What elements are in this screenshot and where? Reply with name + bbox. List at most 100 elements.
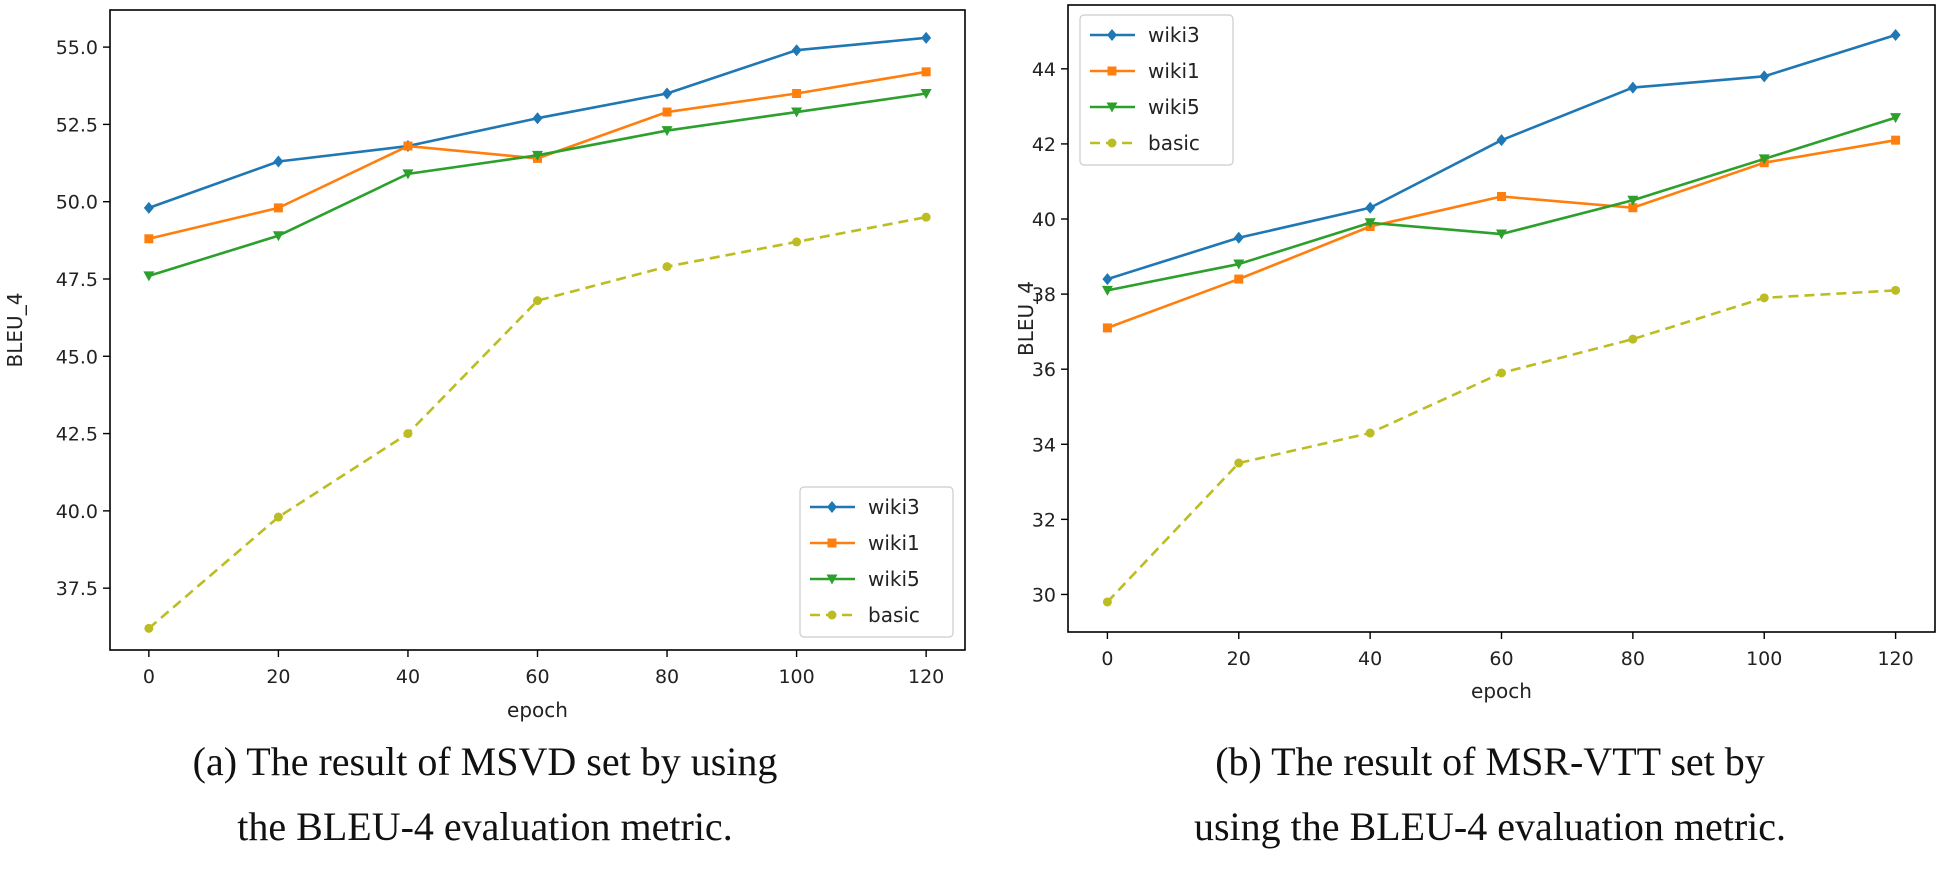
legend: wiki3 wiki1 wiki5 basic: [1079, 14, 1234, 166]
legend-marker-wiki1: [1107, 66, 1117, 76]
y-tick-label: 52.5: [56, 114, 98, 136]
x-tick-label: 80: [1621, 648, 1645, 670]
data-point-basic: [1891, 285, 1901, 295]
y-tick-label: 50.0: [56, 192, 98, 214]
series-basic: [144, 212, 931, 633]
caption-line-2: the BLEU-4 evaluation metric.: [237, 804, 732, 849]
data-point-wiki3: [1233, 231, 1244, 244]
legend-marker-wiki1: [827, 538, 837, 548]
data-point-basic: [273, 512, 283, 522]
data-point-wiki5: [791, 107, 803, 118]
data-point-wiki1: [1497, 191, 1506, 201]
data-point-wiki3: [1496, 134, 1507, 147]
y-tick-label: 42.5: [56, 424, 98, 446]
series-wiki5: [1101, 113, 1902, 296]
x-tick-label: 100: [1746, 648, 1782, 670]
legend-marker-basic: [827, 610, 837, 620]
legend: wiki3 wiki1 wiki5 basic: [799, 486, 954, 638]
data-point-wiki3: [1102, 273, 1113, 286]
x-tick-label: 120: [1877, 648, 1913, 670]
data-point-wiki5: [1233, 259, 1245, 270]
data-point-wiki3: [143, 201, 154, 214]
x-tick-label: 0: [1101, 648, 1113, 670]
data-point-wiki3: [1890, 29, 1901, 42]
y-tick-label: 37.5: [56, 578, 98, 600]
y-tick-label: 36: [1032, 359, 1056, 381]
data-point-wiki5: [272, 231, 284, 242]
legend-marker-wiki5: [1106, 102, 1118, 113]
data-point-wiki5: [1101, 285, 1113, 296]
chart-b: 0 20 40 60 80 100 120 30 32 34 36 38 40 42 44 epoch BLEU…: [1014, 4, 1936, 849]
data-point-wiki3: [791, 44, 802, 57]
y-tick-label: 32: [1032, 509, 1056, 531]
y-tick-label: 40.0: [56, 501, 98, 523]
data-point-wiki1: [1102, 323, 1112, 333]
series-wiki5: [143, 88, 932, 282]
data-point-wiki5: [1758, 154, 1770, 165]
x-tick-label: 80: [655, 666, 679, 688]
caption-line-2: using the BLEU-4 evaluation metric.: [1194, 804, 1786, 849]
data-point-basic: [1365, 428, 1375, 438]
y-tick-label: 38: [1032, 284, 1056, 306]
data-point-wiki3: [1759, 70, 1770, 83]
data-point-wiki1: [792, 88, 802, 98]
legend-label-wiki5: wiki5: [1148, 95, 1200, 119]
data-point-wiki1: [1628, 203, 1638, 213]
data-point-wiki1: [403, 141, 413, 151]
y-tick-label: 47.5: [56, 269, 98, 291]
data-point-wiki5: [143, 271, 155, 282]
data-point-basic: [792, 237, 802, 247]
legend-label-wiki3: wiki3: [868, 495, 920, 519]
x-tick-label: 120: [908, 666, 944, 688]
series-wiki3: [1102, 29, 1901, 286]
data-point-wiki1: [1891, 135, 1901, 145]
data-point-wiki5: [532, 150, 543, 161]
data-point-wiki5: [1496, 229, 1507, 240]
x-tick-label: 60: [525, 666, 549, 688]
data-point-wiki5: [920, 88, 932, 99]
data-point-basic: [662, 262, 672, 272]
data-point-basic: [533, 296, 542, 306]
data-point-wiki1: [144, 234, 154, 244]
x-axis-label: epoch: [1471, 679, 1532, 703]
series-basic: [1102, 285, 1901, 607]
legend-label-wiki1: wiki1: [868, 531, 920, 555]
legend-label-basic: basic: [1148, 131, 1200, 155]
x-tick-label: 100: [778, 666, 814, 688]
data-point-wiki3: [1365, 201, 1376, 214]
series-wiki3: [143, 31, 932, 214]
data-point-wiki5: [1627, 195, 1639, 206]
y-tick-label: 34: [1032, 434, 1056, 456]
x-tick-label: 40: [1358, 648, 1382, 670]
data-point-wiki3: [662, 87, 673, 100]
data-point-wiki5: [1364, 218, 1376, 229]
data-point-wiki5: [1890, 113, 1902, 124]
data-point-basic: [403, 429, 413, 439]
x-tick-label: 60: [1489, 648, 1513, 670]
chart-a: 0 20 40 60 80 100 120 37.5 40.0 42.5 45.0 47.5 50.0 5…: [3, 9, 966, 849]
series-line-basic: [1106, 289, 1896, 603]
y-tick-label: 45.0: [56, 346, 98, 368]
y-tick-label: 42: [1032, 134, 1056, 156]
data-point-basic: [921, 212, 931, 222]
data-point-wiki5: [402, 169, 414, 180]
data-point-wiki3: [921, 31, 932, 44]
caption-line-1: (b) The result of MSR-VTT set by: [1215, 739, 1765, 784]
x-tick-label: 20: [266, 666, 290, 688]
y-axis-label: BLEU_4: [3, 293, 27, 368]
data-point-wiki5: [661, 126, 673, 137]
legend-label-basic: basic: [868, 603, 920, 627]
data-point-wiki1: [921, 67, 931, 77]
data-point-wiki1: [662, 107, 672, 117]
y-tick-label: 30: [1032, 584, 1056, 606]
legend-box: [1079, 14, 1234, 166]
legend-marker-wiki5: [826, 574, 838, 585]
data-point-basic: [1759, 293, 1769, 303]
data-point-wiki1: [1234, 274, 1244, 284]
x-axis-label: epoch: [507, 698, 568, 722]
y-tick-label: 55.0: [56, 37, 98, 59]
legend-box: [799, 486, 954, 638]
data-point-basic: [1628, 334, 1638, 344]
y-tick-label: 44: [1032, 59, 1056, 81]
